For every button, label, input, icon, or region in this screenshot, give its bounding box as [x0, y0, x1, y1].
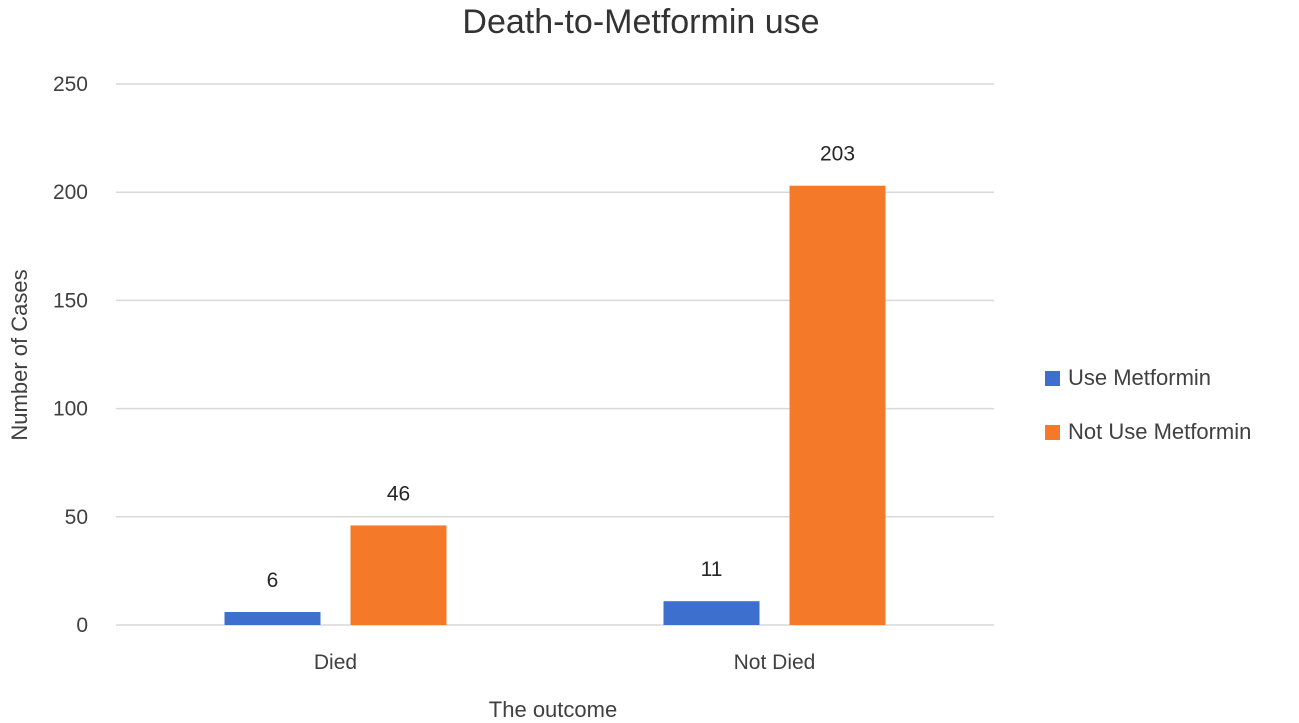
y-axis-title: Number of Cases	[7, 269, 32, 440]
x-axis-title: The outcome	[489, 697, 617, 722]
y-axis-ticks: 0 50 100 150 200 250	[53, 73, 88, 637]
data-labels: 6 46 11 203	[267, 143, 855, 592]
bar-not-use-metformin-not-died	[789, 185, 886, 625]
data-label: 6	[267, 569, 279, 592]
bar-use-metformin-died	[224, 612, 321, 625]
legend-swatch	[1045, 425, 1060, 440]
y-tick-label: 0	[76, 614, 88, 637]
y-tick-label: 50	[65, 506, 88, 529]
x-axis-ticks: Died Not Died	[314, 651, 815, 674]
x-tick-label: Died	[314, 651, 357, 674]
data-label: 46	[387, 482, 410, 505]
data-label: 11	[701, 558, 723, 581]
y-tick-label: 100	[53, 398, 88, 421]
x-tick-label: Not Died	[734, 651, 816, 674]
data-label: 203	[820, 143, 855, 166]
y-tick-label: 200	[53, 181, 88, 204]
bars	[224, 185, 886, 625]
legend-label: Not Use Metformin	[1068, 419, 1251, 444]
legend-swatch	[1045, 371, 1060, 386]
bar-use-metformin-not-died	[663, 601, 760, 625]
legend: Use Metformin Not Use Metformin	[1045, 365, 1251, 444]
bar-not-use-metformin-died	[350, 525, 447, 625]
chart-title: Death-to-Metformin use	[462, 3, 819, 41]
legend-label: Use Metformin	[1068, 365, 1211, 390]
y-tick-label: 250	[53, 73, 88, 96]
y-tick-label: 150	[53, 289, 88, 312]
